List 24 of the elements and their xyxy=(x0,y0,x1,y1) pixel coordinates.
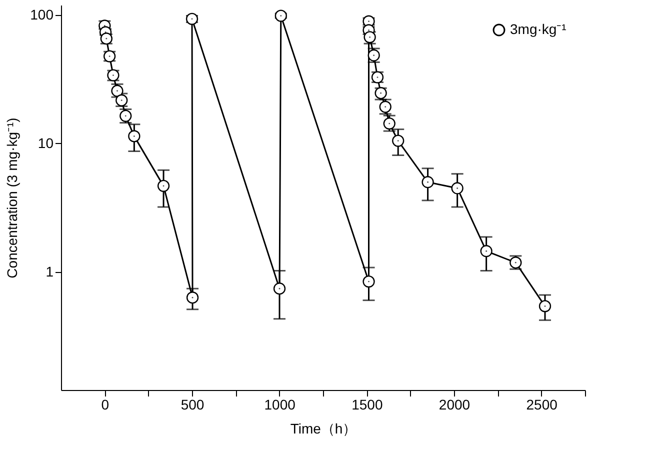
x-tick-label: 500 xyxy=(180,396,204,412)
point xyxy=(128,130,140,142)
point xyxy=(392,134,404,147)
x-tick-label: 2000 xyxy=(438,396,470,412)
x-tick-label: 1500 xyxy=(352,396,383,412)
point xyxy=(538,300,552,312)
x-tick-label: 2500 xyxy=(526,396,558,412)
y-tick-label: 100 xyxy=(30,6,54,23)
point xyxy=(480,245,492,258)
point xyxy=(274,10,287,22)
point xyxy=(422,176,434,188)
point xyxy=(362,275,375,288)
legend-label: 3mg·kg⁻¹ xyxy=(510,21,567,37)
x-tick-label: 0 xyxy=(101,396,110,412)
x-axis-title: Time（h） xyxy=(290,420,357,436)
x-tick-label: 1000 xyxy=(264,396,296,412)
y-axis-title: Concentration (3 mg·kg⁻¹) xyxy=(4,118,20,278)
point xyxy=(451,182,464,194)
point xyxy=(383,117,396,130)
y-tick-label: 10 xyxy=(38,134,54,151)
point xyxy=(273,282,286,295)
point xyxy=(157,180,170,192)
point xyxy=(186,292,199,304)
y-tick-label: 1 xyxy=(46,263,54,280)
